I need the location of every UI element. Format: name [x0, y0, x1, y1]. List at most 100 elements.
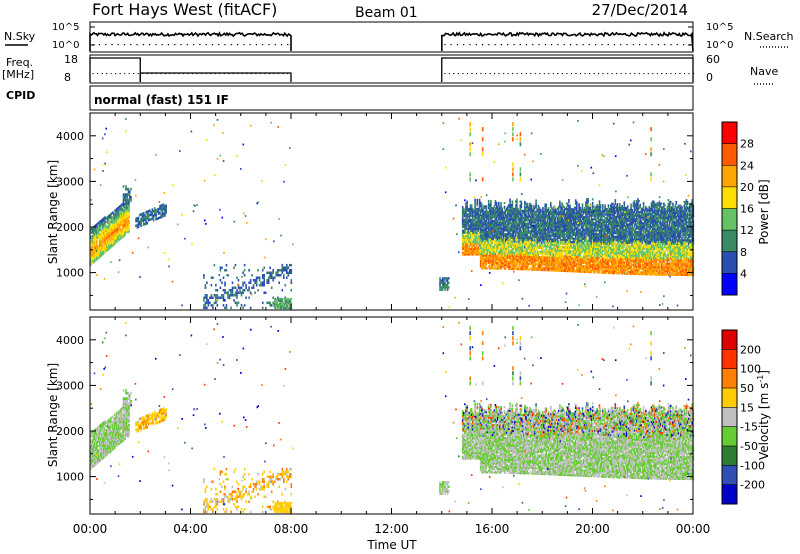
power-cell	[558, 222, 560, 225]
power-cell	[477, 218, 480, 221]
nave-dot	[589, 73, 591, 75]
power-cell	[103, 223, 105, 226]
power-cell	[487, 236, 490, 239]
power-cell	[486, 241, 489, 244]
power-cell	[572, 270, 575, 273]
power-cell	[568, 220, 570, 223]
power-cell	[578, 203, 580, 206]
power-cell	[486, 245, 489, 248]
power-cell	[152, 210, 155, 213]
power-cell	[578, 225, 580, 228]
power-cell	[537, 265, 540, 268]
power-cell	[482, 256, 484, 259]
power-cell	[479, 250, 482, 253]
power-cell	[534, 219, 536, 222]
power-cell	[461, 253, 464, 256]
power-cell	[589, 271, 592, 274]
power-cell	[499, 240, 501, 243]
power-cell	[562, 211, 565, 214]
power-cell	[478, 215, 481, 218]
power-cell	[465, 248, 467, 251]
power-cell	[590, 269, 593, 272]
power-cell	[126, 209, 128, 212]
power-cell	[492, 254, 494, 257]
power-cell	[490, 205, 492, 208]
power-cell	[572, 252, 575, 255]
power-cell	[95, 232, 97, 235]
power-cell	[110, 213, 112, 216]
power-cell	[499, 249, 501, 252]
power-cell	[538, 243, 541, 246]
power-cell	[559, 267, 561, 270]
power-cell	[504, 249, 507, 252]
power-cell	[468, 233, 471, 236]
power-cell	[118, 222, 120, 225]
power-cell	[290, 271, 293, 274]
power-cell	[510, 205, 513, 208]
power-cell	[567, 215, 569, 218]
power-cell	[558, 249, 560, 252]
power-cell	[135, 224, 137, 227]
power-cell	[159, 211, 161, 215]
power-cell	[276, 274, 279, 277]
power-cell	[558, 256, 560, 259]
power-cell	[280, 303, 282, 306]
power-cell	[535, 243, 537, 246]
power-cell	[589, 231, 592, 234]
power-cell	[585, 239, 587, 242]
power-cell	[567, 264, 569, 267]
power-cell	[474, 213, 476, 216]
power-cell	[502, 236, 505, 239]
power-cell	[512, 264, 515, 267]
power-cell	[92, 253, 94, 256]
power-cell	[474, 228, 476, 231]
power-cell	[553, 233, 555, 236]
power-cell	[529, 206, 532, 209]
power-cell	[520, 218, 523, 221]
power-cell	[548, 251, 551, 254]
power-cell	[578, 235, 580, 238]
power-cell	[554, 258, 557, 261]
power-cell	[126, 225, 128, 229]
power-cell	[496, 236, 499, 239]
power-cell	[501, 264, 503, 267]
power-cell	[517, 248, 519, 251]
power-cell	[123, 205, 125, 209]
power-cell	[490, 210, 492, 213]
power-cell	[503, 249, 506, 252]
power-cell	[108, 225, 110, 228]
power-cell	[589, 243, 592, 246]
power-cell	[108, 216, 110, 220]
power-cell	[473, 251, 475, 254]
power-cell	[243, 269, 246, 272]
power-cell	[572, 253, 575, 256]
power-cell	[507, 224, 509, 227]
power-cell	[509, 240, 511, 243]
power-cell	[561, 235, 563, 238]
nave-dot	[665, 73, 667, 75]
power-cell	[571, 257, 574, 260]
power-cell	[586, 241, 588, 244]
power-cell	[561, 224, 563, 227]
power-cell	[482, 267, 484, 270]
power-cell	[162, 212, 165, 215]
power-cell	[484, 238, 487, 241]
power-cell	[503, 225, 506, 228]
power-cell	[466, 224, 468, 227]
power-cell	[128, 224, 130, 227]
nave-dot	[634, 73, 636, 75]
power-cell	[558, 253, 560, 256]
power-cell	[529, 253, 532, 256]
power-cell	[560, 231, 562, 234]
power-cell	[580, 256, 583, 259]
power-cell	[534, 266, 536, 269]
power-cell	[535, 259, 537, 262]
power-cell	[544, 267, 546, 270]
power-cell	[588, 223, 591, 226]
power-cell	[573, 241, 576, 244]
power-cell	[586, 265, 588, 268]
power-cell	[512, 218, 515, 221]
power-cell	[122, 208, 124, 212]
nsearch-dot	[513, 44, 515, 46]
power-cell	[590, 234, 593, 237]
